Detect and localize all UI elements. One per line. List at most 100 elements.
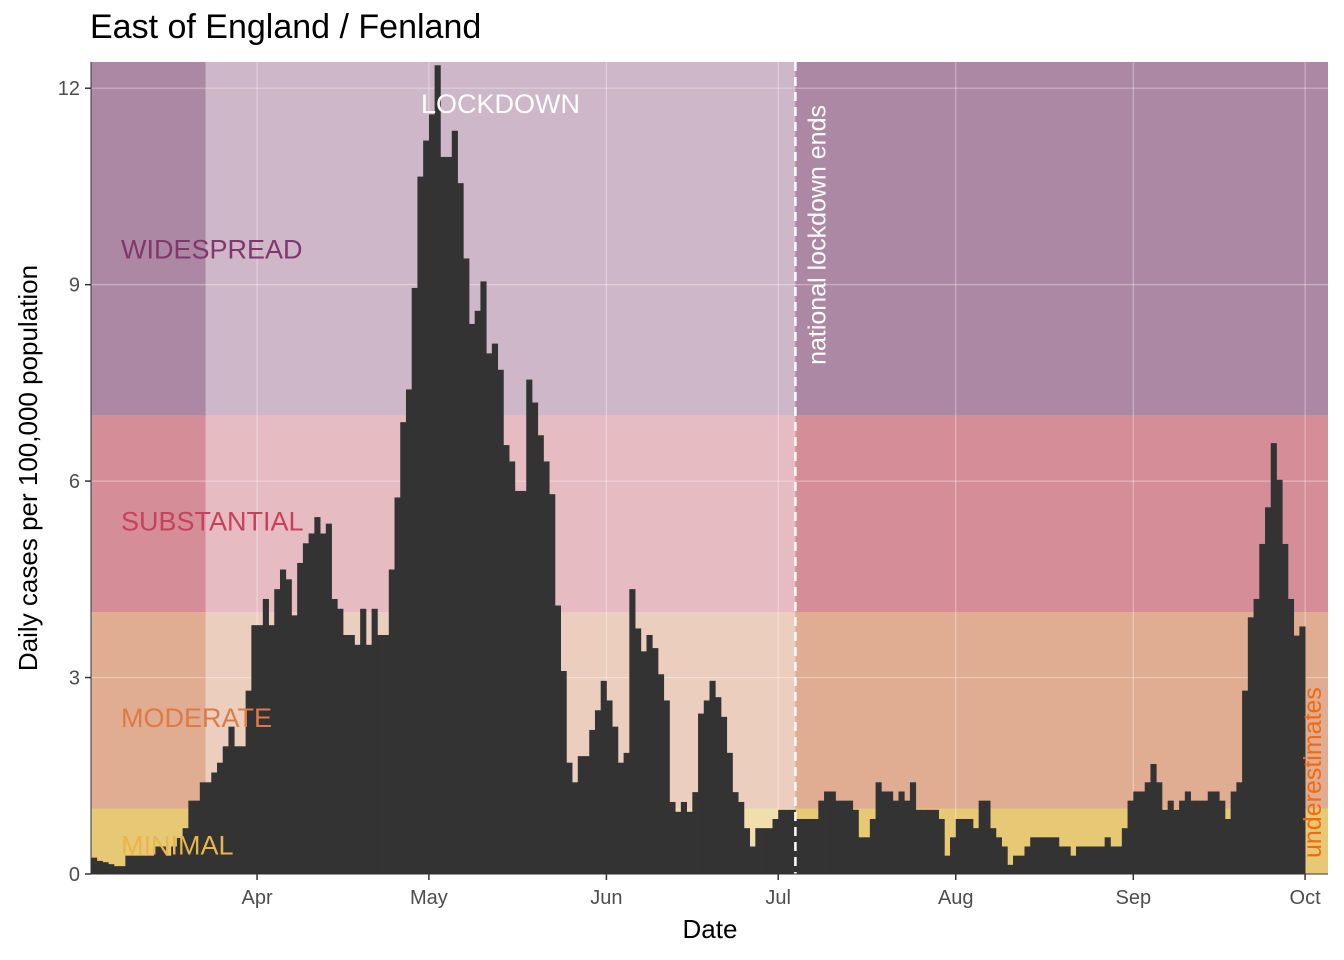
bar [824,791,831,874]
bars [91,65,1306,875]
bar [703,700,710,874]
bar [383,634,390,874]
bar [1161,809,1169,874]
bar [211,772,218,874]
bar [148,855,155,874]
bar [1007,864,1014,874]
y-tick-label: 3 [69,668,80,690]
bar [171,846,178,874]
bar [1253,598,1260,874]
bar [388,569,395,874]
y-tick-label: 0 [69,864,80,886]
x-tick-label: Sep [1115,887,1151,909]
y-tick-label: 6 [69,471,80,493]
bar [841,800,848,874]
bar [360,608,367,874]
bar [1173,809,1180,874]
bar [995,837,1002,874]
bar [199,782,206,874]
bar [245,690,252,874]
band-label-moderate: MODERATE [121,703,272,733]
bar [320,533,327,874]
bar [1196,800,1203,874]
bar [623,752,630,874]
bar [291,615,298,874]
x-tick-label: May [410,887,448,909]
lockdown-label: LOCKDOWN [421,89,580,119]
bar [606,700,613,874]
bar [617,762,624,874]
bar [657,674,665,874]
bar [1104,837,1111,874]
bar [720,716,728,874]
bar [325,523,332,874]
bar [348,634,355,874]
bar [543,461,550,874]
bar [869,818,876,874]
bar [904,800,911,874]
bar [1047,837,1054,874]
bar [812,818,819,874]
bar [938,818,945,874]
bar [1236,782,1243,874]
bar [108,864,115,874]
bar [1213,791,1220,874]
bar [921,809,928,874]
bar [961,818,968,874]
bar [136,855,143,874]
bar [159,846,166,874]
bar [600,680,607,874]
bar [1144,782,1151,874]
bar [898,791,905,874]
bar [463,258,470,874]
bar [234,746,241,874]
band-label-substantial: SUBSTANTIAL [121,506,304,536]
annotations: MINIMAL MODERATE SUBSTANTIAL WIDESPREAD LOCK… [121,62,1327,874]
bar [1230,791,1237,874]
bar [188,800,195,874]
bar [131,855,138,874]
bar [113,866,121,874]
bar [669,801,676,874]
x-tick-label: Apr [242,887,273,909]
bar [646,634,653,874]
bar [153,846,161,874]
bar [612,726,619,874]
bar [972,828,980,874]
bar [801,818,808,874]
bar [864,837,871,874]
bar [572,782,579,874]
bar [354,644,361,874]
bar [892,800,899,874]
bar [1270,443,1277,874]
bar [1156,782,1163,874]
bar [875,782,882,874]
bar [262,598,269,874]
band-widespread [91,62,1328,416]
bar [285,579,292,874]
bar [663,700,670,874]
x-tick-label: Jul [765,887,791,909]
underestimates-label: underestimates [1299,687,1327,858]
bar [692,792,699,874]
bar [675,811,682,874]
bar [176,837,184,874]
bar [1035,837,1043,874]
bar [514,490,521,874]
bar [125,855,132,874]
bar [566,762,573,874]
bar [423,140,430,875]
bar [474,310,481,874]
bar [468,323,476,874]
bar [589,729,596,874]
bar [491,343,499,874]
bar [1190,800,1197,874]
axes: 0 3 6 9 12 Apr May Jun Jul Aug Sep Oct [58,62,1328,909]
bar [1167,800,1174,874]
bar [480,281,487,874]
bar [778,809,785,874]
bar [1030,837,1037,874]
bar [411,287,418,875]
bar [635,628,642,874]
bar [365,644,373,874]
